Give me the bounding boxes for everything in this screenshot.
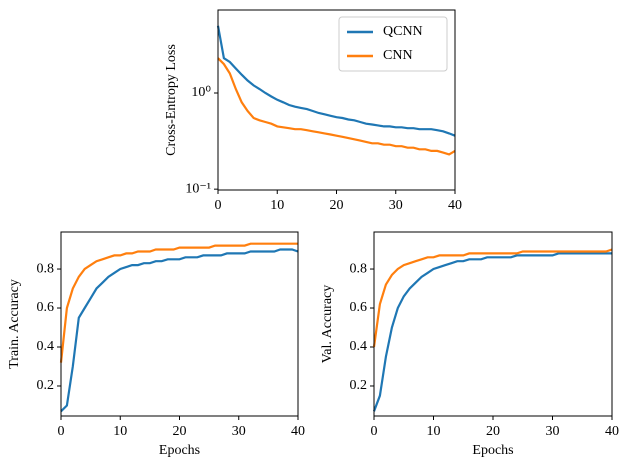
y-tick-label: 10⁻¹ — [185, 181, 211, 196]
legend-box — [338, 16, 448, 72]
x-tick-label: 40 — [448, 198, 462, 213]
x-tick-label: 40 — [291, 424, 305, 439]
line-series — [216, 25, 456, 137]
line-series — [372, 248, 613, 348]
line-series — [59, 242, 298, 363]
x-tick-label: 10 — [427, 424, 441, 439]
y-tick-label: 0.4 — [350, 339, 368, 354]
line-series — [60, 248, 299, 413]
y-axis-label: Train. Accuracy — [7, 279, 22, 369]
x-axis-label: Epochs — [159, 443, 200, 458]
line-series — [372, 252, 612, 412]
y-axis-label: Cross-Entropy Loss — [164, 44, 179, 156]
x-axis-label: Epochs — [472, 443, 513, 458]
y-tick-label: 0.4 — [37, 339, 55, 354]
x-tick-label: 20 — [330, 198, 344, 213]
y-tick-label: 0.6 — [37, 300, 55, 315]
x-tick-label: 0 — [371, 424, 378, 439]
x-tick-label: 30 — [389, 198, 403, 213]
legend-label: QCNN — [383, 24, 423, 39]
y-tick-label: 0.8 — [350, 261, 368, 276]
axes-frame — [60, 231, 299, 417]
x-tick-label: 0 — [215, 198, 222, 213]
y-tick-label: 0.6 — [350, 300, 368, 315]
line-series — [217, 57, 456, 156]
y-tick-label: 0.8 — [37, 261, 55, 276]
axes-frame — [373, 231, 613, 417]
y-tick-label: 0.2 — [37, 378, 55, 393]
x-tick-label: 20 — [486, 424, 500, 439]
axes-frame — [217, 9, 456, 191]
x-tick-label: 30 — [546, 424, 560, 439]
y-axis-label: Val. Accuracy — [320, 285, 335, 364]
x-tick-label: 10 — [113, 424, 127, 439]
x-tick-label: 0 — [58, 424, 65, 439]
x-tick-label: 10 — [270, 198, 284, 213]
y-tick-label: 0.2 — [350, 378, 368, 393]
y-tick-label: 10⁰ — [191, 85, 211, 100]
legend-label: CNN — [383, 48, 413, 63]
x-tick-label: 30 — [232, 424, 246, 439]
x-tick-label: 20 — [173, 424, 187, 439]
x-tick-label: 40 — [605, 424, 619, 439]
